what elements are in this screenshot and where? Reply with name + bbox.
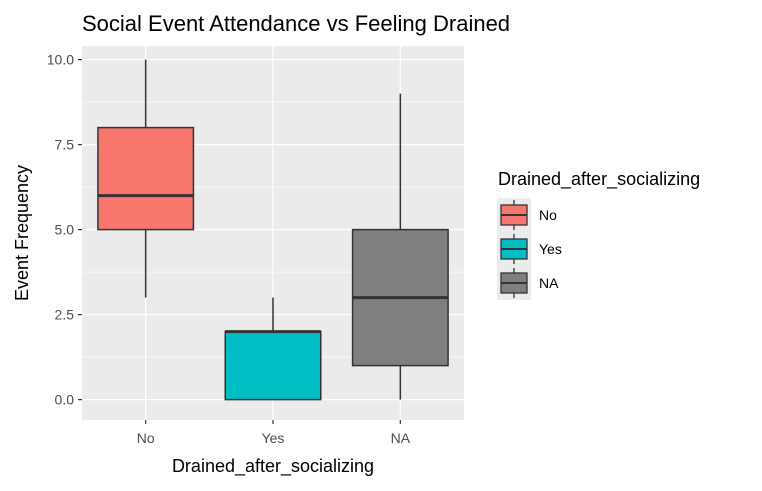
- box-yes: [224, 297, 322, 401]
- legend-label: Yes: [539, 241, 562, 257]
- y-tick-label: 2.5: [55, 307, 75, 323]
- y-tick-label: 7.5: [55, 137, 75, 153]
- y-tick-label: 5.0: [55, 222, 75, 238]
- legend: Drained_after_socializing No Yes NA: [497, 169, 700, 300]
- legend-label: No: [539, 207, 557, 223]
- x-tick-label: No: [137, 430, 155, 446]
- legend-title: Drained_after_socializing: [498, 169, 700, 190]
- x-tick-label: Yes: [262, 430, 285, 446]
- box-body: [224, 330, 322, 401]
- chart-title: Social Event Attendance vs Feeling Drain…: [82, 11, 510, 36]
- legend-label: NA: [539, 275, 559, 291]
- y-tick-label: 10.0: [47, 52, 74, 68]
- x-axis-label: Drained_after_socializing: [172, 456, 374, 477]
- legend-item-na: NA: [497, 266, 559, 300]
- y-axis-label: Event Frequency: [12, 165, 32, 301]
- x-tick-label: NA: [391, 430, 411, 446]
- legend-item-yes: Yes: [497, 232, 562, 266]
- box-na: [351, 93, 449, 400]
- x-axis: No Yes NA: [137, 420, 411, 446]
- boxes: [97, 59, 449, 401]
- y-tick-label: 0.0: [55, 392, 75, 408]
- y-axis: 0.0 2.5 5.0 7.5 10.0: [47, 52, 82, 408]
- box-body: [97, 126, 195, 231]
- legend-item-no: No: [497, 198, 557, 232]
- box-no: [97, 59, 195, 298]
